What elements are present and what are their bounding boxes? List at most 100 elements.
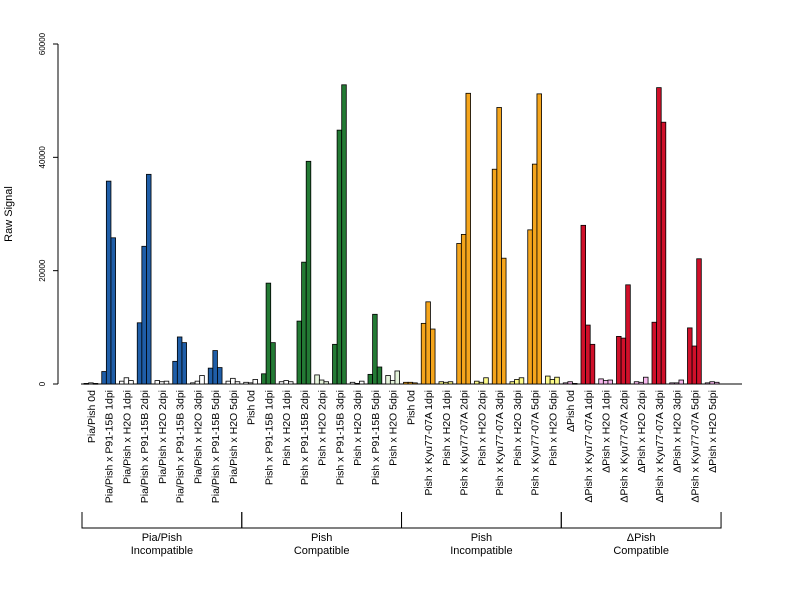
bar	[243, 381, 249, 385]
bar	[323, 381, 329, 385]
bar	[509, 381, 515, 385]
bar	[625, 284, 631, 385]
bar	[536, 93, 542, 385]
x-tick-label: Pish x H2O 3dpi	[352, 390, 364, 466]
group-label-name: Pish	[311, 532, 332, 544]
bar	[288, 381, 294, 385]
x-tick-label: Pish x H2O 1dpi	[281, 390, 293, 466]
x-tick-label: ΔPish x Kyu77-07A 1dpi	[583, 390, 595, 503]
bar	[403, 381, 409, 385]
bar	[545, 375, 551, 385]
y-axis: 0 20000 40000 60000	[38, 32, 59, 386]
bar	[123, 377, 130, 385]
x-tick-label: Pish 0d	[246, 390, 258, 425]
bar	[616, 335, 622, 385]
bar	[88, 382, 94, 385]
x-tick-label: ΔPish x H2O 2dpi	[636, 390, 648, 473]
x-tick-label: Pish x P91-15B 5dpi	[370, 390, 382, 485]
bar	[531, 163, 538, 385]
bar	[270, 342, 276, 385]
bar	[669, 382, 675, 385]
bar	[474, 380, 480, 385]
bar	[443, 381, 449, 385]
bar	[678, 379, 684, 385]
x-tick-label: Pish x P91-15B 1dpi	[263, 390, 275, 485]
bar	[314, 374, 320, 385]
bar	[407, 381, 414, 385]
bar	[656, 87, 662, 385]
x-tick-label: Pish x H2O 5dpi	[547, 390, 559, 466]
x-tick-label: ΔPish x Kyu77-07A 2dpi	[618, 390, 630, 503]
bar	[159, 381, 165, 385]
bar	[128, 380, 134, 385]
bar	[217, 367, 223, 385]
bar	[367, 373, 373, 385]
bar	[447, 381, 454, 385]
bar	[456, 243, 462, 385]
bar	[119, 380, 125, 385]
bar	[514, 379, 520, 385]
bar	[181, 342, 187, 385]
bar	[372, 313, 378, 385]
group-label-name: Pish	[471, 532, 492, 544]
y-axis-label: Raw Signal	[3, 186, 15, 242]
bar	[190, 382, 196, 385]
x-tick-label: Pia/Pish x H2O 3dpi	[192, 390, 204, 484]
x-tick-label: Pish x P91-15B 3dpi	[334, 390, 346, 485]
x-tick-label: Pish x Kyu77-07A 1dpi	[423, 390, 435, 496]
bar	[580, 224, 586, 385]
x-tick-label: Pish x Kyu77-07A 2dpi	[459, 390, 471, 496]
bar	[465, 92, 471, 385]
bar	[602, 380, 609, 385]
bar	[687, 327, 693, 385]
bar	[278, 381, 285, 385]
bar	[518, 377, 525, 385]
bar	[562, 382, 569, 385]
group-label-name: Pia/Pish	[142, 532, 182, 544]
bar	[430, 328, 436, 385]
x-tick-label: ΔPish x H2O 1dpi	[601, 390, 613, 473]
x-tick-label: ΔPish 0d	[565, 390, 577, 432]
bar	[261, 373, 267, 385]
bar	[146, 173, 152, 385]
x-tick-label: Pish x P91-15B 2dpi	[299, 390, 311, 485]
group-brackets: Pia/PishIncompatiblePishCompatiblePishIn…	[81, 512, 722, 557]
bar	[163, 380, 170, 385]
bar	[673, 382, 680, 385]
x-tick-label: Pia/Pish x H2O 5dpi	[228, 390, 240, 484]
y-tick-label: 40000	[38, 146, 47, 169]
bar	[359, 380, 365, 385]
bar	[633, 381, 640, 385]
x-tick-label: Pia/Pish x P91-15B 2dpi	[139, 390, 151, 503]
y-tick-label: 60000	[38, 32, 47, 55]
x-tick-label: Pish x H2O 3dpi	[512, 390, 524, 466]
bar	[336, 129, 343, 385]
x-tick-label: Pish x H2O 1dpi	[441, 390, 453, 466]
bar	[194, 380, 201, 385]
bar	[225, 380, 231, 385]
x-tick-label: Pia/Pish x P91-15B 3dpi	[175, 390, 187, 503]
bar	[660, 121, 667, 385]
bar	[212, 350, 218, 385]
bar	[554, 376, 560, 385]
group-label-type: Incompatible	[131, 545, 193, 557]
x-tick-label: Pish x H2O 2dpi	[476, 390, 488, 466]
bar	[651, 321, 657, 385]
bar	[709, 381, 715, 385]
bar	[332, 343, 338, 385]
bar	[704, 382, 711, 385]
x-tick-label: Pish 0d	[405, 390, 417, 425]
bar	[376, 366, 383, 385]
x-tick-label: Pia/Pish x P91-15B 5dpi	[210, 390, 222, 503]
bar	[420, 322, 427, 385]
x-tick-label: Pish x Kyu77-07A 5dpi	[530, 390, 542, 496]
bar	[691, 345, 698, 385]
bar	[385, 375, 391, 385]
bar	[643, 376, 649, 385]
bar	[478, 381, 485, 385]
bar	[572, 383, 578, 385]
bar	[301, 261, 307, 385]
